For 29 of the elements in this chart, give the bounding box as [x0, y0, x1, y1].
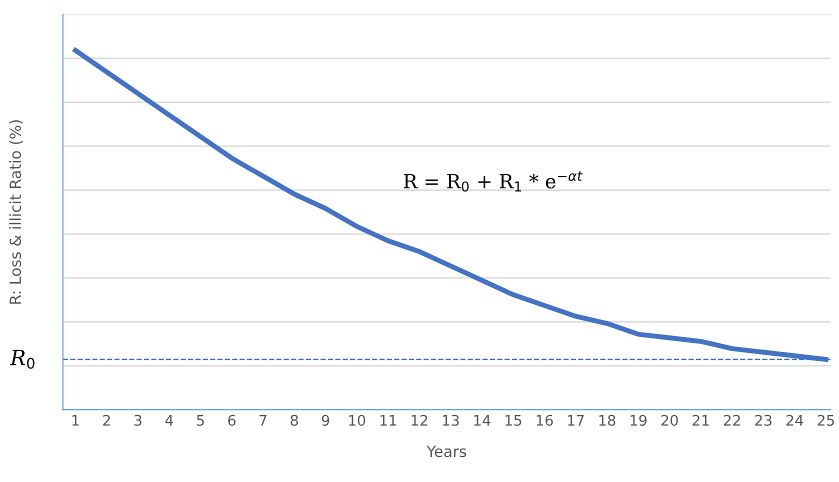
ref-line-label: R$_{0}$ [10, 350, 34, 369]
x-tick-label: 8 [290, 414, 298, 426]
x-tick-label: 13 [443, 414, 459, 426]
x-tick-label: 25 [818, 414, 834, 426]
x-tick-label: 9 [322, 414, 330, 426]
annotation: R = R$_{0}$ + R$_{1}$ * e$^{−αt}$ [404, 171, 583, 192]
x-tick-label: 3 [134, 414, 142, 426]
x-tick-label: 7 [260, 415, 266, 426]
x-tick-label: 22 [724, 414, 740, 426]
x-axis-title: Years [426, 446, 466, 458]
y-axis-title: R: Loss & illicit Ratio (%) [9, 120, 23, 304]
x-tick-label: 21 [692, 414, 709, 426]
x-tick-label: 14 [474, 415, 490, 426]
x-tick-label: 20 [661, 414, 678, 426]
x-tick-label: 19 [630, 414, 647, 426]
x-tick-label: 6 [228, 414, 236, 426]
x-tick-label: 12 [412, 414, 428, 426]
x-tick-label: 17 [568, 415, 584, 426]
x-tick-label: 15 [506, 415, 522, 426]
x-tick-label: 11 [380, 415, 396, 426]
x-tick-label: 2 [103, 414, 110, 426]
x-tick-label: 5 [197, 415, 204, 426]
x-tick-label: 24 [786, 414, 804, 426]
x-tick-label: 4 [165, 415, 174, 426]
x-tick-label: 18 [599, 414, 616, 426]
x-tick-label: 16 [536, 414, 553, 426]
x-tick-label: 23 [755, 414, 772, 426]
x-tick-label: 1 [72, 415, 79, 426]
x-tick-label: 10 [349, 414, 366, 426]
